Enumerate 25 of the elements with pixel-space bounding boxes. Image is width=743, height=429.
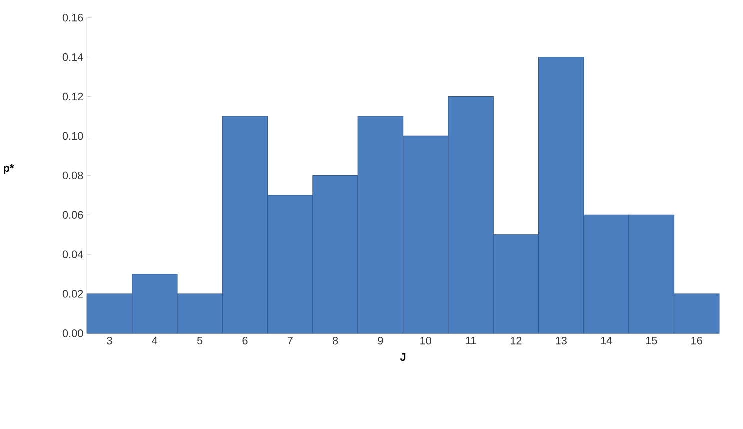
x-tick-label: 6 [242, 337, 248, 345]
x-tick-label: 4 [152, 337, 158, 345]
y-tick-label: 0.00 [62, 330, 84, 338]
y-tick-label: 0.08 [62, 172, 84, 180]
y-tick-label: 0.16 [62, 14, 84, 22]
y-tick-label: 0.06 [62, 211, 84, 220]
y-tick-label: 0.02 [62, 290, 84, 298]
x-tick-label: 8 [332, 337, 338, 345]
x-tick-label: 3 [107, 337, 112, 345]
y-tick-label: 0.04 [62, 250, 84, 259]
x-tick-label: 15 [646, 337, 658, 345]
x-tick-label: 14 [601, 337, 612, 345]
y-tick-label: 0.12 [62, 93, 84, 101]
x-tick-label: 16 [692, 337, 702, 345]
x-tick-label: 10 [420, 337, 432, 345]
x-tick-label: 11 [466, 337, 476, 345]
x-tick-label: 12 [510, 337, 522, 345]
y-tick-label: 0.10 [62, 132, 84, 140]
x-tick-label: 9 [378, 337, 384, 345]
x-tick-label: 13 [556, 337, 567, 345]
y-tick-label: 0.14 [62, 54, 84, 62]
y-axis-title: p* [4, 164, 14, 174]
x-tick-label: 5 [197, 337, 203, 345]
x-axis-title: J [400, 354, 406, 362]
x-tick-label: 7 [288, 337, 293, 345]
